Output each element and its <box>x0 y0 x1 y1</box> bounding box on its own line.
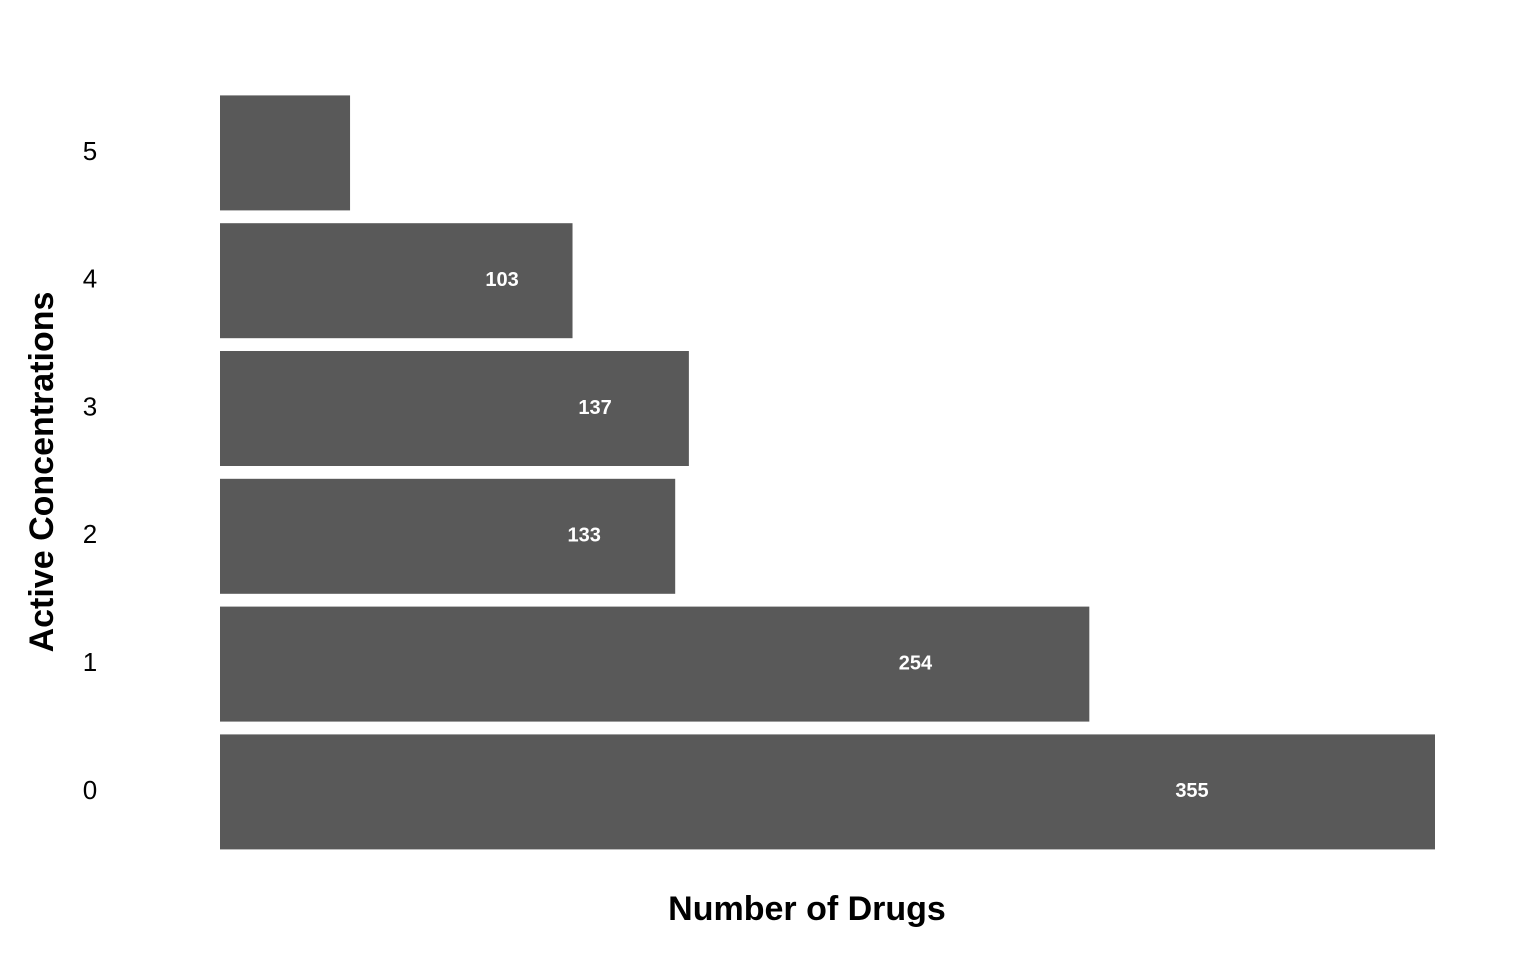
y-tick-label-1: 1 <box>83 647 97 677</box>
bar-3 <box>220 351 689 466</box>
bar-value-label-3: 137 <box>578 397 611 419</box>
y-tick-label-3: 3 <box>83 391 97 421</box>
bar-0 <box>220 734 1435 850</box>
bar-value-label-4: 103 <box>485 269 518 291</box>
bar-1 <box>220 606 1090 722</box>
bar-value-label-1: 254 <box>899 652 933 674</box>
bar-5 <box>220 95 351 211</box>
bar-value-label-2: 133 <box>567 525 600 547</box>
bar-labels-layer: 355 254 133 137 103 <box>485 269 1208 802</box>
bars-layer <box>220 95 1435 850</box>
y-tick-label-0: 0 <box>83 775 97 805</box>
bar-4 <box>220 223 573 339</box>
y-tick-label-5: 5 <box>83 136 97 166</box>
y-tick-label-4: 4 <box>83 264 97 294</box>
y-axis-ticks: 0 1 2 3 4 5 <box>83 136 97 805</box>
y-tick-label-2: 2 <box>83 519 97 549</box>
y-axis-title: Active Concentrations <box>23 292 61 653</box>
x-axis-title: Number of Drugs <box>668 890 946 928</box>
bar-2 <box>220 478 676 594</box>
bar-value-label-0: 355 <box>1175 780 1208 802</box>
